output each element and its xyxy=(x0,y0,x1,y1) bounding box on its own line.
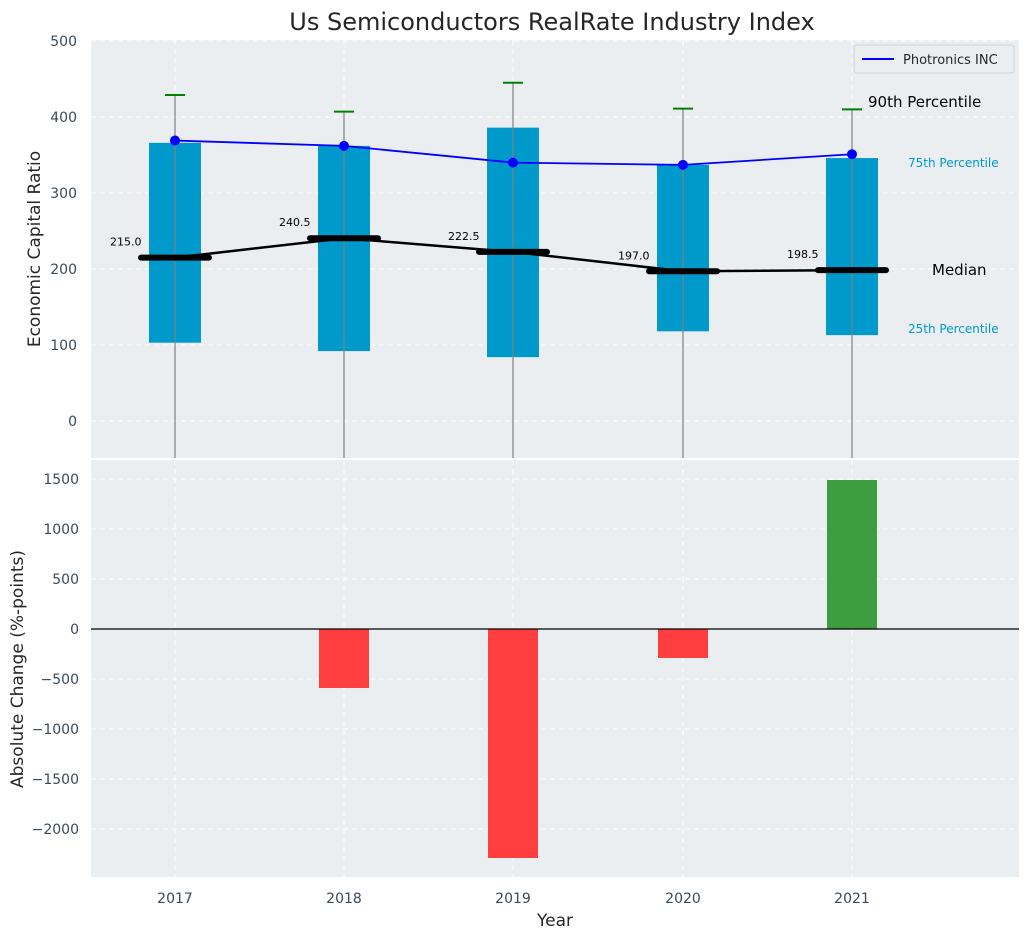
x-axis-label: Year xyxy=(536,911,573,931)
bottom-y-tick-label: 500 xyxy=(52,572,79,588)
top-y-axis-label: Economic Capital Ratio xyxy=(25,151,45,347)
bottom-plot-background xyxy=(91,460,1019,877)
median-label-2021: 198.5 xyxy=(787,248,819,261)
legend-label: Photronics INC xyxy=(903,53,998,68)
bottom-y-tick-label: 1500 xyxy=(43,472,79,488)
change-bar-2019 xyxy=(488,629,538,858)
company-point-2019 xyxy=(508,157,518,168)
company-point-2018 xyxy=(339,140,349,151)
change-bar-2018 xyxy=(319,629,369,688)
company-point-2021 xyxy=(847,149,857,160)
annotation-p25: 25th Percentile xyxy=(908,322,999,336)
bottom-y-tick-label: −500 xyxy=(41,672,79,688)
median-label-2018: 240.5 xyxy=(279,216,311,229)
x-tick-label-2017: 2017 xyxy=(157,891,193,907)
bottom-y-axis-label: Absolute Change (%-points) xyxy=(8,550,28,788)
annotation-p90: 90th Percentile xyxy=(868,93,981,111)
change-bar-2021 xyxy=(827,480,877,629)
bottom-y-tick-label: 0 xyxy=(70,622,79,638)
bottom-y-tick-label: −2000 xyxy=(32,822,79,838)
top-y-tick-label: 300 xyxy=(50,186,77,202)
x-tick-label-2021: 2021 xyxy=(834,891,870,907)
top-y-tick-label: 100 xyxy=(50,338,77,354)
change-bar-2020 xyxy=(658,629,708,658)
x-tick-label-2020: 2020 xyxy=(665,891,701,907)
company-point-2020 xyxy=(678,159,688,170)
x-tick-label-2019: 2019 xyxy=(495,891,531,907)
x-tick-label-2018: 2018 xyxy=(326,891,362,907)
bottom-y-tick-label: −1000 xyxy=(32,722,79,738)
top-y-tick-label: 0 xyxy=(68,414,77,430)
median-label-2020: 197.0 xyxy=(618,249,650,262)
top-y-tick-label: 400 xyxy=(50,110,77,126)
annotation-median: Median xyxy=(932,261,987,279)
bottom-y-tick-label: −1500 xyxy=(32,772,79,788)
top-y-tick-label: 200 xyxy=(50,262,77,278)
chart-title: Us Semiconductors RealRate Industry Inde… xyxy=(289,8,814,36)
legend-box xyxy=(853,44,1015,74)
top-y-tick-label: 500 xyxy=(50,34,77,50)
bottom-y-tick-label: 1000 xyxy=(43,522,79,538)
median-label-2019: 222.5 xyxy=(448,230,480,243)
legend: Photronics INC xyxy=(853,44,1015,74)
company-point-2017 xyxy=(170,135,180,146)
annotation-p75: 75th Percentile xyxy=(908,156,999,170)
median-label-2017: 215.0 xyxy=(110,236,142,249)
